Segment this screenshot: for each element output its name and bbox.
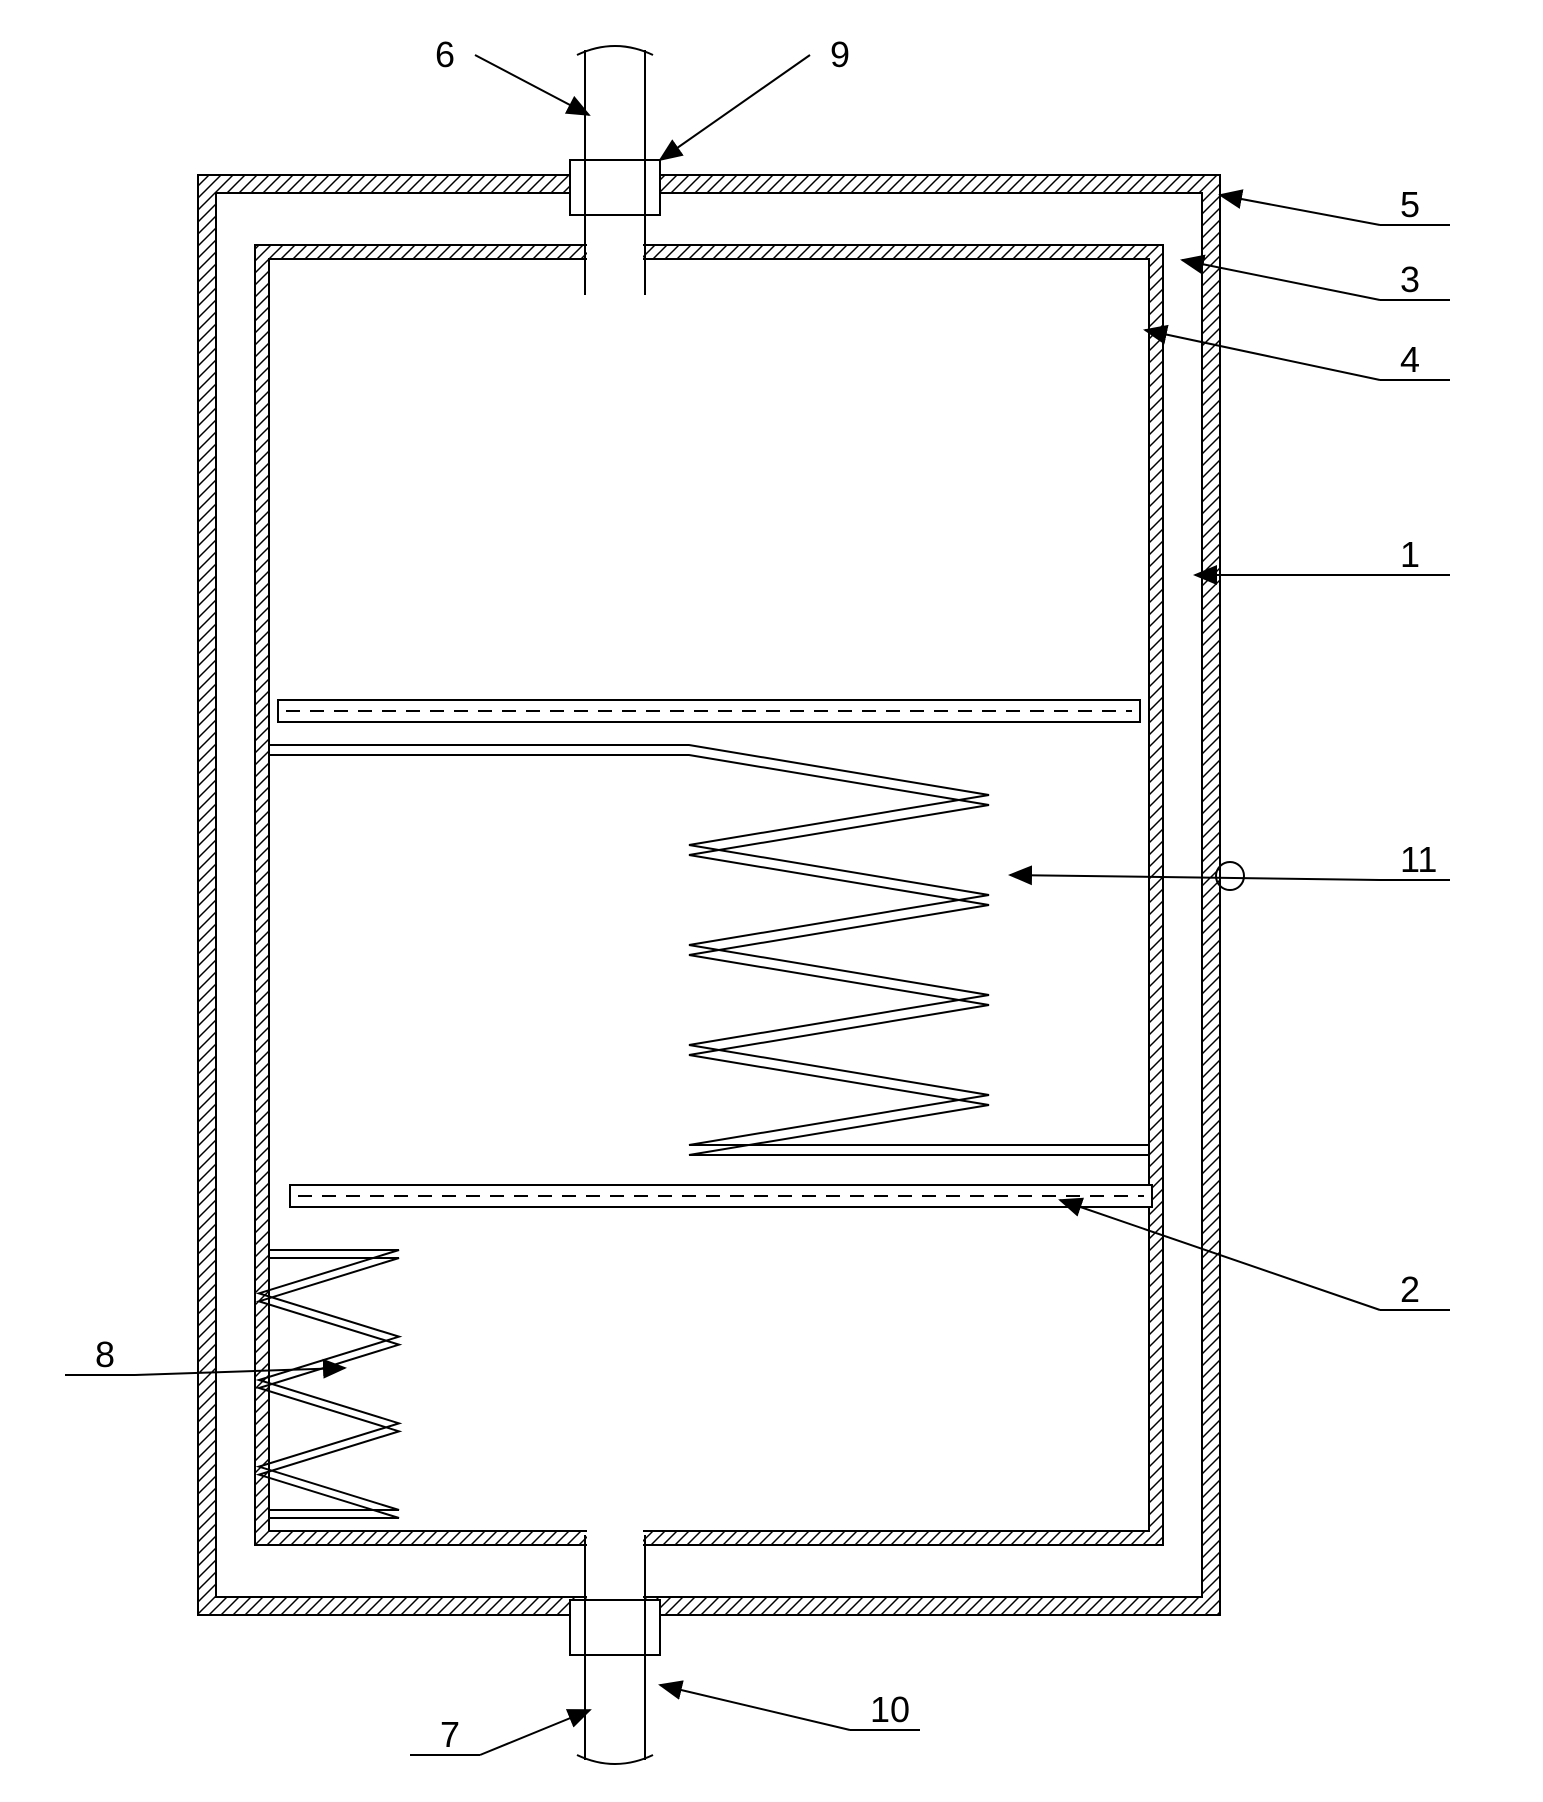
callout-label-5: 5	[1400, 184, 1420, 225]
hatched-wall	[198, 175, 1220, 1615]
top-bushing	[570, 160, 660, 215]
bottom-bushing	[570, 1600, 660, 1655]
zigzag-resistor-small	[259, 1250, 399, 1510]
leader-line	[1145, 330, 1380, 380]
technical-diagram: 1 2 3 4 5 6 7 8 9 10 11	[0, 0, 1543, 1802]
callout-label-11: 11	[1400, 839, 1437, 880]
leader-line	[1010, 875, 1380, 880]
leader-line	[1220, 195, 1380, 225]
hatched-wall	[255, 245, 1163, 1545]
top-pipe-break	[577, 46, 653, 55]
bottom-pipe-break	[577, 1755, 653, 1764]
callout-label-9: 9	[830, 34, 850, 75]
leader-line	[475, 55, 589, 115]
zigzag-resistor-main	[269, 745, 1149, 1145]
callout-label-1: 1	[1400, 534, 1420, 575]
callout-label-6: 6	[435, 34, 455, 75]
callout-label-7: 7	[440, 1714, 460, 1755]
leader-line	[660, 55, 810, 160]
callout-label-2: 2	[1400, 1269, 1420, 1310]
leader-line	[660, 1685, 850, 1730]
callout-label-8: 8	[95, 1334, 115, 1375]
callout-label-10: 10	[870, 1689, 910, 1730]
callout-label-4: 4	[1400, 339, 1420, 380]
leader-line	[480, 1710, 590, 1755]
callout-label-3: 3	[1400, 259, 1420, 300]
